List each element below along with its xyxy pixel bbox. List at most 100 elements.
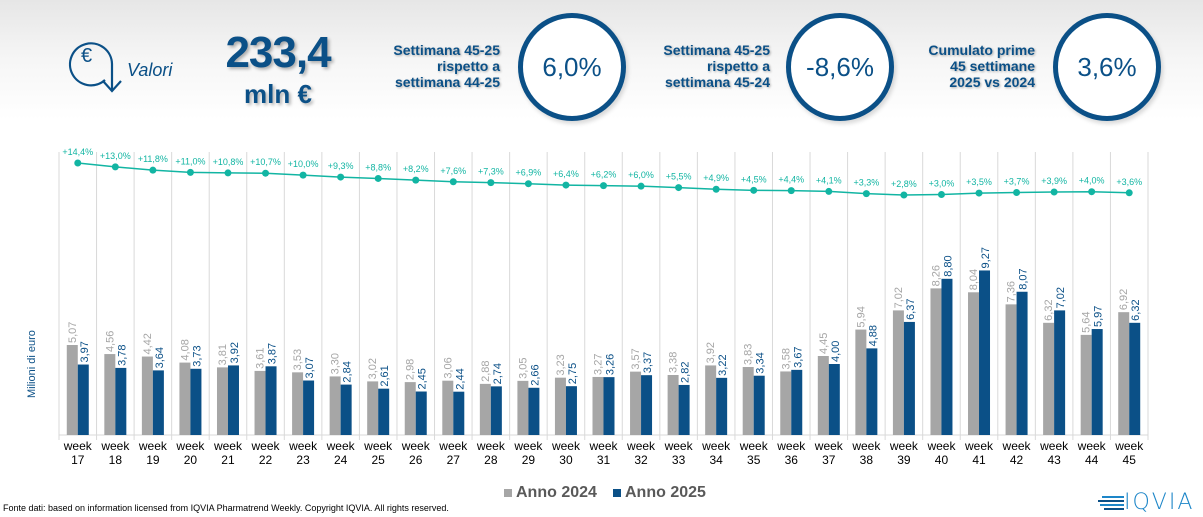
x-tick-label-word: week bbox=[739, 439, 769, 453]
data-label-2024: 3,27 bbox=[593, 354, 605, 375]
data-label-2024: 3,81 bbox=[217, 344, 229, 365]
bar-2025 bbox=[678, 384, 690, 435]
x-tick-label-word: week bbox=[476, 439, 506, 453]
growth-label: +3,7% bbox=[1004, 177, 1030, 187]
data-label-2025: 6,37 bbox=[905, 299, 917, 320]
growth-label: +6,0% bbox=[628, 170, 654, 180]
bar-2025 bbox=[1091, 329, 1103, 435]
data-label-2024: 6,32 bbox=[1043, 299, 1055, 320]
x-tick-label-number: 36 bbox=[785, 453, 799, 467]
data-label-2025: 2,61 bbox=[379, 365, 391, 386]
x-tick-label-number: 29 bbox=[522, 453, 536, 467]
growth-label: +4,1% bbox=[816, 175, 842, 185]
growth-point bbox=[750, 186, 758, 194]
x-tick-label-number: 31 bbox=[597, 453, 611, 467]
bar-2024 bbox=[968, 292, 980, 435]
x-tick-label-number: 41 bbox=[972, 453, 986, 467]
growth-label: +7,6% bbox=[440, 166, 466, 176]
x-tick-label-word: week bbox=[251, 439, 281, 453]
euro-down-arrow-icon: € bbox=[68, 42, 122, 93]
x-tick-label-word: week bbox=[438, 439, 468, 453]
data-label-2024: 3,61 bbox=[255, 348, 267, 369]
growth-label: +9,3% bbox=[328, 161, 354, 171]
kpi-label-week-vs-prev: Settimana 45-25 rispetto a settimana 44-… bbox=[360, 42, 500, 90]
data-label-2025: 3,92 bbox=[229, 342, 241, 363]
data-label-2024: 7,36 bbox=[1006, 281, 1018, 302]
bar-2024 bbox=[1043, 322, 1055, 435]
kpi-label-line: 2025 vs 2024 bbox=[949, 74, 1035, 90]
x-tick-label-word: week bbox=[326, 439, 356, 453]
x-tick-label-word: week bbox=[100, 439, 130, 453]
x-tick-label-word: week bbox=[1039, 439, 1069, 453]
growth-label: +13,0% bbox=[100, 151, 131, 161]
x-tick-label-word: week bbox=[401, 439, 431, 453]
growth-point bbox=[299, 171, 307, 179]
bar-2024 bbox=[367, 381, 379, 435]
bar-2025 bbox=[528, 387, 540, 435]
x-tick-label-number: 26 bbox=[409, 453, 423, 467]
bar-2024 bbox=[404, 382, 416, 435]
data-label-2025: 8,07 bbox=[1018, 268, 1030, 289]
bar-2025 bbox=[565, 386, 577, 435]
growth-label: +11,8% bbox=[138, 154, 168, 164]
growth-label: +6,2% bbox=[591, 170, 617, 180]
bar-2025 bbox=[1016, 291, 1028, 435]
bar-2025 bbox=[941, 278, 953, 435]
growth-point bbox=[1050, 188, 1058, 196]
growth-point bbox=[975, 189, 983, 197]
bar-2025 bbox=[303, 380, 315, 435]
legend-label-2025: Anno 2025 bbox=[625, 484, 706, 501]
growth-label: +4,5% bbox=[741, 174, 767, 184]
growth-label: +11,0% bbox=[175, 156, 205, 166]
x-tick-label-number: 20 bbox=[184, 453, 198, 467]
growth-point bbox=[149, 166, 157, 174]
data-label-2025: 3,64 bbox=[154, 347, 166, 368]
bar-2024 bbox=[592, 376, 604, 435]
kpi-circle-week-vs-prev: 6,0% bbox=[518, 13, 626, 121]
growth-label: +4,0% bbox=[1079, 176, 1105, 186]
legend-swatch-2025 bbox=[613, 489, 621, 497]
x-tick-label-number: 38 bbox=[860, 453, 874, 467]
growth-point bbox=[1013, 189, 1021, 197]
bar-2024 bbox=[855, 329, 867, 435]
total-value: 233,4 bbox=[225, 28, 331, 77]
data-label-2024: 3,92 bbox=[705, 342, 717, 363]
data-label-2024: 6,92 bbox=[1118, 289, 1130, 310]
x-tick-label-word: week bbox=[1114, 439, 1144, 453]
bar-2025 bbox=[753, 375, 765, 435]
iqvia-lines-icon bbox=[1098, 495, 1124, 510]
growth-point bbox=[937, 190, 945, 198]
data-label-2025: 2,82 bbox=[680, 362, 692, 383]
bar-2024 bbox=[742, 367, 754, 435]
growth-label: +3,5% bbox=[966, 177, 992, 187]
bar-2024 bbox=[104, 354, 116, 435]
growth-point bbox=[111, 163, 119, 171]
bar-2024 bbox=[630, 371, 642, 435]
data-label-2025: 3,78 bbox=[116, 344, 128, 365]
bar-2025 bbox=[115, 367, 127, 435]
x-tick-label-word: week bbox=[1077, 439, 1107, 453]
bar-2025 bbox=[791, 369, 803, 435]
x-tick-label-word: week bbox=[513, 439, 543, 453]
growth-label: +10,7% bbox=[250, 157, 281, 167]
data-label-2025: 6,32 bbox=[1130, 299, 1142, 320]
growth-point bbox=[675, 184, 683, 192]
x-tick-label-word: week bbox=[626, 439, 656, 453]
x-tick-label-word: week bbox=[814, 439, 844, 453]
growth-label: +8,2% bbox=[403, 164, 429, 174]
kpi-label-line: settimana 45-24 bbox=[664, 74, 770, 90]
data-label-2025: 2,74 bbox=[492, 363, 504, 384]
growth-label: +3,0% bbox=[929, 178, 955, 188]
data-label-2024: 8,26 bbox=[930, 265, 942, 286]
growth-label: +6,9% bbox=[516, 168, 542, 178]
y-axis-label: Milioni di euro bbox=[26, 330, 38, 398]
bar-2025 bbox=[77, 364, 89, 435]
kpi-label-line: Settimana 45-25 bbox=[393, 42, 500, 58]
data-label-2025: 2,66 bbox=[529, 364, 541, 385]
growth-point bbox=[712, 185, 720, 193]
x-tick-label-number: 37 bbox=[822, 453, 836, 467]
data-label-2025: 7,02 bbox=[1055, 287, 1067, 308]
data-label-2024: 3,30 bbox=[330, 353, 342, 374]
x-tick-label-number: 30 bbox=[559, 453, 573, 467]
data-label-2024: 3,83 bbox=[743, 344, 755, 365]
